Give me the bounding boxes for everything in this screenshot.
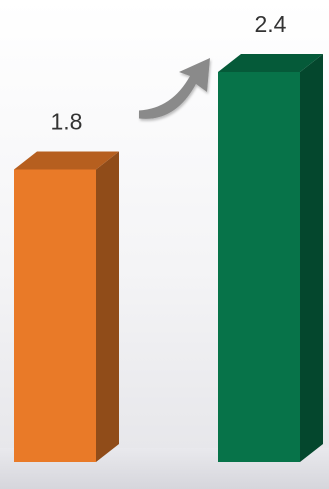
bar-side-face <box>96 151 119 462</box>
bar-side-face <box>300 54 323 462</box>
bar-top-face <box>14 151 119 170</box>
bar-front-face <box>218 72 300 462</box>
bar-top-face <box>218 54 323 72</box>
bar-value-label: 1.8 <box>51 109 83 135</box>
labels-layer: 1.8 2.4 <box>51 11 287 135</box>
bar-front-face <box>14 169 96 462</box>
growth-arrow-icon <box>139 58 210 119</box>
bar-2 <box>218 54 323 462</box>
bar-value-label: 2.4 <box>255 11 287 37</box>
bars-layer <box>14 54 323 462</box>
annotation-layer <box>139 58 210 119</box>
bar-1 <box>14 151 119 462</box>
